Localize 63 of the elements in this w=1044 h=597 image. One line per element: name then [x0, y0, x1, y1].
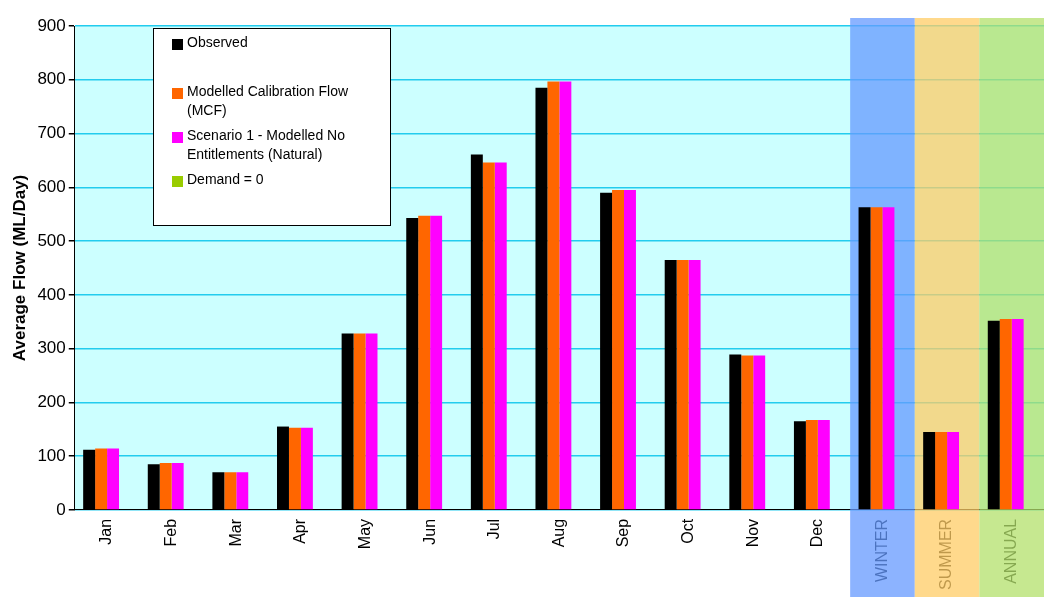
- x-tick-label: Oct: [679, 518, 697, 544]
- bar: [107, 448, 120, 510]
- bar: [935, 431, 948, 510]
- bar: [95, 448, 108, 510]
- y-tick-label: 900: [37, 15, 66, 35]
- x-tick-label: Mar: [226, 518, 244, 547]
- bar: [612, 189, 624, 510]
- bar: [817, 420, 830, 510]
- y-tick-label: 500: [37, 230, 66, 250]
- y-tick-label: 200: [37, 392, 66, 412]
- x-tick-label: WINTER: [872, 518, 890, 582]
- x-tick-label: Jun: [420, 518, 438, 545]
- bar: [987, 320, 1000, 510]
- bar: [494, 162, 507, 510]
- x-tick-label: May: [355, 518, 373, 550]
- bar: [947, 431, 960, 510]
- x-tick-label: Feb: [162, 518, 180, 547]
- x-tick-label: Jul: [485, 518, 503, 540]
- x-tick-label: SUMMER: [937, 518, 955, 590]
- x-tick-label: ANNUAL: [1002, 518, 1020, 584]
- y-tick-label: 800: [37, 69, 66, 89]
- x-tick-label: Nov: [743, 518, 761, 548]
- legend-label: Scenario 1 - Modelled No Entitlements (Natural): [187, 126, 346, 164]
- bar: [753, 355, 766, 510]
- bar: [482, 162, 495, 510]
- legend-label: Demand = 0: [187, 170, 264, 189]
- y-tick-label: 0: [56, 499, 66, 519]
- y-tick-label: 700: [37, 123, 66, 143]
- bar: [547, 81, 560, 510]
- bar: [999, 319, 1012, 510]
- bar: [236, 472, 249, 510]
- bar: [805, 420, 818, 510]
- bar: [365, 333, 378, 510]
- bar: [741, 355, 754, 510]
- bar: [882, 207, 895, 510]
- bar: [159, 463, 172, 510]
- y-axis-title: Average Flow (ML/Day): [9, 174, 29, 362]
- legend-label: Observed: [187, 33, 248, 52]
- bar: [624, 189, 636, 510]
- x-tick-label: Dec: [808, 518, 826, 548]
- bar: [1011, 319, 1024, 510]
- bar: [418, 215, 431, 510]
- bar: [688, 259, 701, 510]
- bar: [676, 259, 689, 510]
- legend-label: Modelled Calibration Flow (MCF): [187, 82, 350, 120]
- bar: [224, 472, 237, 510]
- bar: [353, 333, 366, 510]
- bar: [559, 81, 572, 510]
- bar: [870, 207, 883, 510]
- bar: [300, 427, 313, 510]
- x-tick-label: Sep: [614, 518, 632, 548]
- y-tick-label: 400: [37, 284, 66, 304]
- bar: [858, 207, 871, 510]
- y-tick-label: 300: [37, 338, 66, 358]
- x-tick-label: Apr: [291, 518, 309, 544]
- x-tick-label: Aug: [549, 518, 567, 548]
- bar: [430, 215, 443, 510]
- bar: [923, 431, 936, 510]
- x-tick-label: Jan: [97, 518, 115, 545]
- bar: [288, 427, 301, 510]
- y-tick-label: 100: [37, 445, 66, 465]
- y-tick-label: 600: [37, 176, 66, 196]
- bar: [171, 463, 184, 510]
